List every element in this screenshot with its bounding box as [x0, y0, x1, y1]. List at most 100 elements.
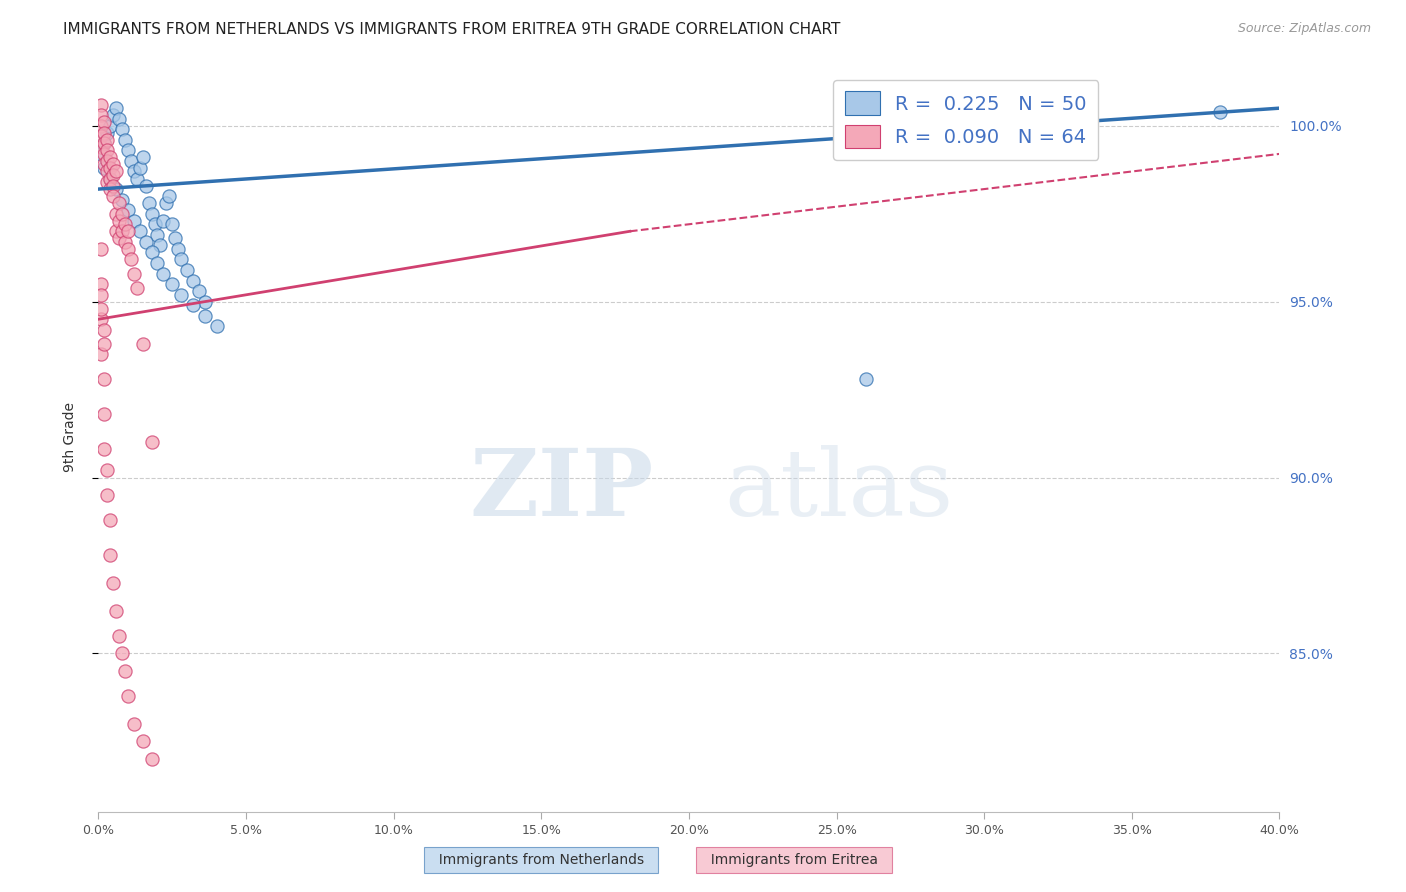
Point — [122, 213, 145, 227]
Point — [90, 301, 112, 316]
Point — [98, 171, 121, 186]
Point — [170, 287, 193, 301]
Point — [90, 147, 112, 161]
Point — [138, 196, 160, 211]
Point — [105, 224, 128, 238]
Point — [103, 576, 125, 591]
Point — [98, 161, 121, 175]
Point — [181, 298, 204, 312]
Point — [122, 164, 145, 178]
Point — [111, 647, 134, 661]
Point — [105, 101, 128, 115]
Point — [111, 122, 134, 136]
Point — [93, 126, 115, 140]
Point — [135, 235, 157, 249]
Point — [114, 217, 136, 231]
Point — [143, 217, 166, 231]
Legend: R =  0.225   N = 50, R =  0.090   N = 64: R = 0.225 N = 50, R = 0.090 N = 64 — [834, 79, 1098, 161]
Text: Source: ZipAtlas.com: Source: ZipAtlas.com — [1237, 22, 1371, 36]
Point — [96, 126, 118, 140]
Point — [98, 182, 121, 196]
Point — [194, 309, 217, 323]
Point — [103, 168, 125, 182]
Point — [98, 548, 121, 562]
Point — [90, 97, 112, 112]
Point — [167, 242, 190, 256]
Point — [855, 372, 877, 386]
Point — [1209, 104, 1232, 119]
Text: Immigrants from Eritrea: Immigrants from Eritrea — [702, 853, 887, 867]
Point — [90, 347, 112, 361]
Point — [93, 161, 115, 175]
Point — [103, 157, 125, 171]
Point — [96, 164, 118, 178]
Point — [132, 150, 155, 164]
Point — [176, 263, 198, 277]
Point — [93, 115, 115, 129]
Point — [117, 242, 139, 256]
Point — [96, 175, 118, 189]
Point — [162, 217, 183, 231]
Text: Immigrants from Netherlands: Immigrants from Netherlands — [430, 853, 652, 867]
Point — [90, 287, 112, 301]
Point — [162, 277, 183, 291]
Point — [96, 144, 118, 158]
Point — [114, 133, 136, 147]
Point — [103, 178, 125, 193]
Point — [108, 213, 131, 227]
Point — [93, 136, 115, 151]
Point — [98, 119, 121, 133]
Point — [141, 752, 163, 766]
Y-axis label: 9th Grade: 9th Grade — [63, 402, 77, 472]
Point — [114, 664, 136, 678]
Point — [146, 256, 169, 270]
Point — [96, 153, 118, 168]
Point — [135, 178, 157, 193]
Point — [111, 224, 134, 238]
Point — [93, 136, 115, 151]
Point — [98, 150, 121, 164]
Point — [111, 193, 134, 207]
Point — [90, 277, 112, 291]
Point — [105, 182, 128, 196]
Point — [98, 513, 121, 527]
Point — [205, 319, 228, 334]
Point — [98, 171, 121, 186]
Point — [90, 129, 112, 144]
Point — [122, 716, 145, 731]
Point — [103, 108, 125, 122]
Point — [108, 196, 131, 211]
Point — [93, 442, 115, 457]
Point — [128, 224, 150, 238]
Point — [96, 488, 118, 502]
Point — [90, 312, 112, 326]
Point — [117, 224, 139, 238]
Point — [96, 133, 118, 147]
Point — [181, 274, 204, 288]
Point — [141, 245, 163, 260]
Point — [108, 112, 131, 126]
Point — [141, 435, 163, 450]
Point — [120, 153, 142, 168]
Point — [93, 336, 115, 351]
Point — [132, 734, 155, 748]
Point — [122, 267, 145, 281]
Point — [108, 629, 131, 643]
Point — [90, 140, 112, 154]
Point — [117, 144, 139, 158]
Point — [125, 280, 148, 294]
Point — [96, 463, 118, 477]
Point — [194, 294, 217, 309]
Text: ZIP: ZIP — [470, 444, 654, 534]
Point — [103, 189, 125, 203]
Point — [152, 213, 174, 227]
Point — [165, 231, 187, 245]
Point — [93, 147, 115, 161]
Point — [93, 157, 115, 171]
Point — [120, 252, 142, 267]
Point — [117, 203, 139, 218]
Point — [146, 227, 169, 242]
Point — [93, 372, 115, 386]
Point — [105, 164, 128, 178]
Point — [93, 323, 115, 337]
